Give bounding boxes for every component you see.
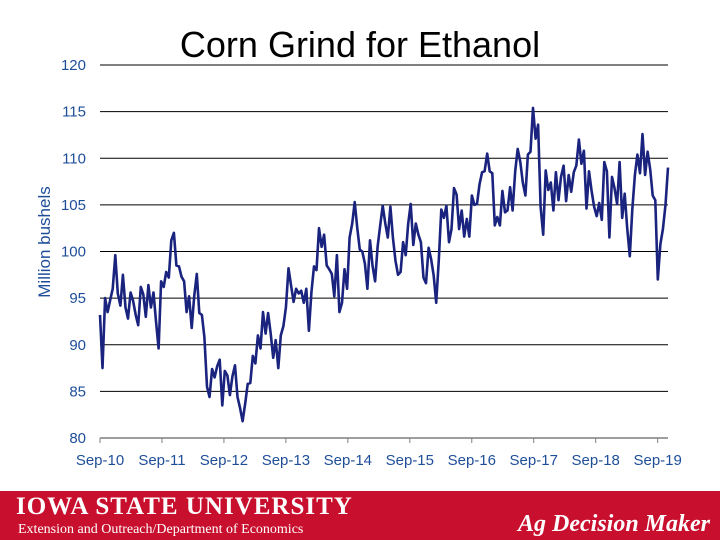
x-tick-label: Sep-13 [262, 452, 310, 469]
y-tick-label: 95 [69, 290, 86, 307]
y-tick-label: 115 [62, 104, 86, 121]
department-text: Extension and Outreach/Department of Eco… [18, 522, 304, 537]
x-tick-label: Sep-18 [572, 452, 620, 469]
footer-bar: IOWA STATE UNIVERSITY Extension and Outr… [0, 491, 720, 540]
y-tick-label: 120 [61, 57, 86, 74]
y-tick-label: 90 [69, 337, 86, 354]
series-line [98, 106, 670, 423]
x-tick-label: Sep-17 [510, 452, 558, 469]
chart-title: Corn Grind for Ethanol [179, 24, 541, 65]
y-axis-label: Million bushels [35, 186, 54, 298]
x-tick-label: Sep-11 [138, 452, 185, 469]
x-tick-label: Sep-15 [386, 452, 434, 469]
y-tick-label: 110 [62, 150, 86, 167]
y-tick-labels: 80 85 90 95 100 105 110 115 120 [61, 57, 86, 447]
y-tick-label: 80 [69, 430, 86, 447]
ag-decision-maker-logo: Ag Decision Maker [518, 511, 710, 537]
y-tick-label: 85 [69, 383, 86, 400]
x-tick-label: Sep-12 [200, 452, 248, 469]
y-tick-label: 100 [61, 244, 86, 261]
x-axis [99, 437, 668, 443]
x-tick-label: Sep-16 [448, 452, 496, 469]
y-tick-label: 105 [61, 197, 86, 214]
x-tick-labels: Sep-10 Sep-11 Sep-12 Sep-13 Sep-14 Sep-15 Sep-… [76, 452, 682, 469]
x-tick-label: Sep-14 [324, 452, 372, 469]
gridlines [100, 64, 668, 392]
university-wordmark: IOWA STATE UNIVERSITY [16, 493, 353, 520]
x-tick-label: Sep-19 [633, 452, 681, 469]
x-tick-label: Sep-10 [76, 452, 124, 469]
